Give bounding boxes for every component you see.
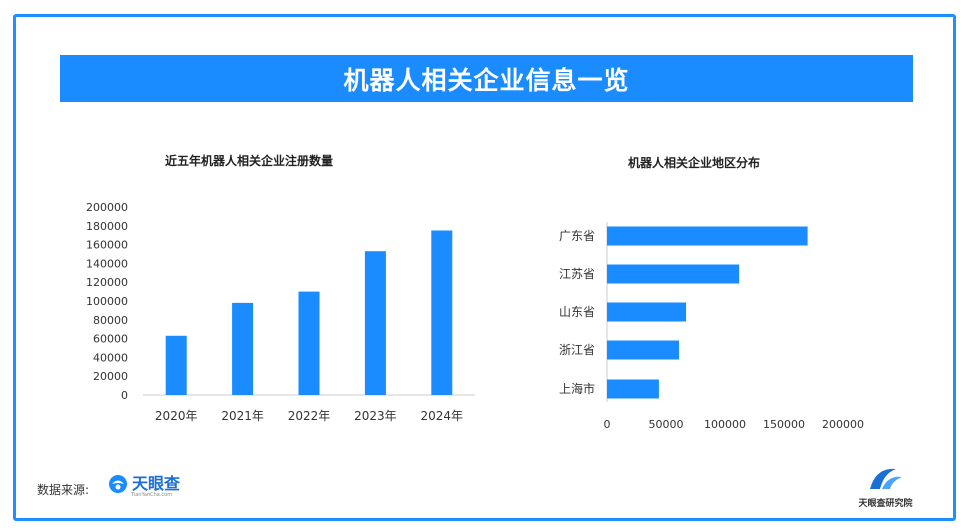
bar-2021年 (232, 302, 254, 395)
x-tick-label: 2024年 (421, 409, 464, 423)
page-title: 机器人相关企业信息一览 (343, 65, 630, 95)
bar-2022年 (298, 291, 320, 395)
bar-2023年 (364, 251, 386, 395)
y-tick-label: 60000 (93, 333, 128, 346)
tianyancha-logo-icon (109, 475, 127, 493)
y-tick-label: 180000 (86, 220, 128, 233)
y-tick-label: 0 (121, 389, 128, 402)
x-tick-label: 2021年 (221, 409, 264, 423)
title-banner: 机器人相关企业信息一览 (60, 55, 913, 102)
tianyancha-logo-text: 天眼查 (132, 474, 181, 493)
y-tick-label: 80000 (93, 314, 128, 327)
tianyancha-logo: 天眼查 TianYanCha.com (107, 474, 181, 498)
research-institute-logo: 天眼查研究院 (848, 463, 923, 509)
y-tick-label: 100000 (86, 295, 128, 308)
y-tick-label: 120000 (86, 276, 128, 289)
y-tick-label: 160000 (86, 239, 128, 252)
y-tick-label: 40000 (93, 351, 128, 364)
x-tick-label: 2020年 (155, 409, 198, 423)
y-tick-label: 20000 (93, 370, 128, 383)
bar-2024年 (431, 230, 453, 395)
y-tick-label: 140000 (86, 257, 128, 270)
research-institute-text: 天眼查研究院 (858, 499, 913, 509)
left-chart-title: 近五年机器人相关企业注册数量 (165, 154, 334, 168)
tianyancha-logo-sub: TianYanCha.com (131, 492, 173, 498)
research-institute-logo-icon (869, 468, 902, 489)
right-chart-title: 机器人相关企业地区分布 (628, 156, 761, 170)
x-tick-label: 2023年 (354, 409, 397, 423)
y-tick-label: 200000 (86, 201, 128, 214)
bar-2020年 (165, 335, 187, 395)
x-tick-label: 2022年 (288, 409, 331, 423)
source-label: 数据来源: (37, 483, 90, 497)
